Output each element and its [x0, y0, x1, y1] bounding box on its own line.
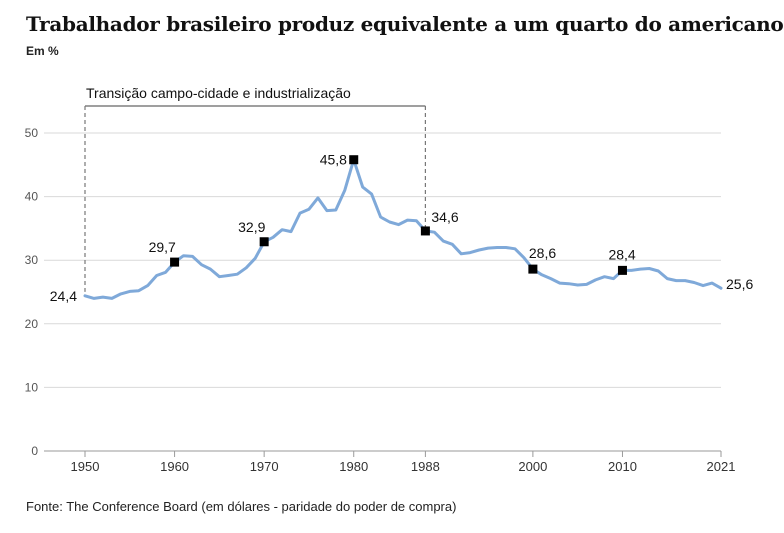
y-tick-label: 20 — [25, 317, 39, 331]
y-tick-label: 10 — [25, 380, 39, 394]
x-tick-label: 1980 — [339, 459, 368, 474]
data-label: 32,9 — [238, 219, 265, 235]
y-tick-label: 30 — [25, 253, 39, 267]
data-label: 28,4 — [608, 246, 635, 262]
data-label: 24,4 — [50, 288, 77, 304]
data-point-marker — [259, 237, 269, 247]
annotation-label: Transição campo-cidade e industrializaçã… — [86, 85, 351, 101]
data-label: 34,6 — [431, 209, 458, 225]
x-tick-label: 2000 — [518, 459, 547, 474]
series-line — [83, 158, 723, 300]
x-tick-label: 2021 — [707, 459, 736, 474]
x-tick-label: 2010 — [608, 459, 637, 474]
data-point-marker — [170, 257, 180, 267]
data-point-marker — [528, 264, 538, 274]
chart-subtitle: Em % — [26, 44, 59, 58]
y-tick-label: 40 — [25, 190, 39, 204]
data-point-marker — [617, 265, 627, 275]
data-label: 29,7 — [149, 239, 176, 255]
data-label: 28,6 — [529, 245, 556, 261]
data-label: 25,6 — [726, 276, 753, 292]
x-tick-label: 1988 — [411, 459, 440, 474]
y-tick-label: 0 — [31, 444, 38, 458]
x-tick-label: 1970 — [250, 459, 279, 474]
chart-title: Trabalhador brasileiro produz equivalent… — [26, 12, 784, 36]
data-point-marker — [420, 226, 430, 236]
source-note: Fonte: The Conference Board (em dólares … — [26, 499, 457, 514]
y-tick-label: 50 — [25, 126, 39, 140]
data-label: 45,8 — [320, 152, 347, 168]
x-tick-label: 1960 — [160, 459, 189, 474]
data-point-marker — [349, 155, 359, 165]
x-tick-label: 1950 — [71, 459, 100, 474]
